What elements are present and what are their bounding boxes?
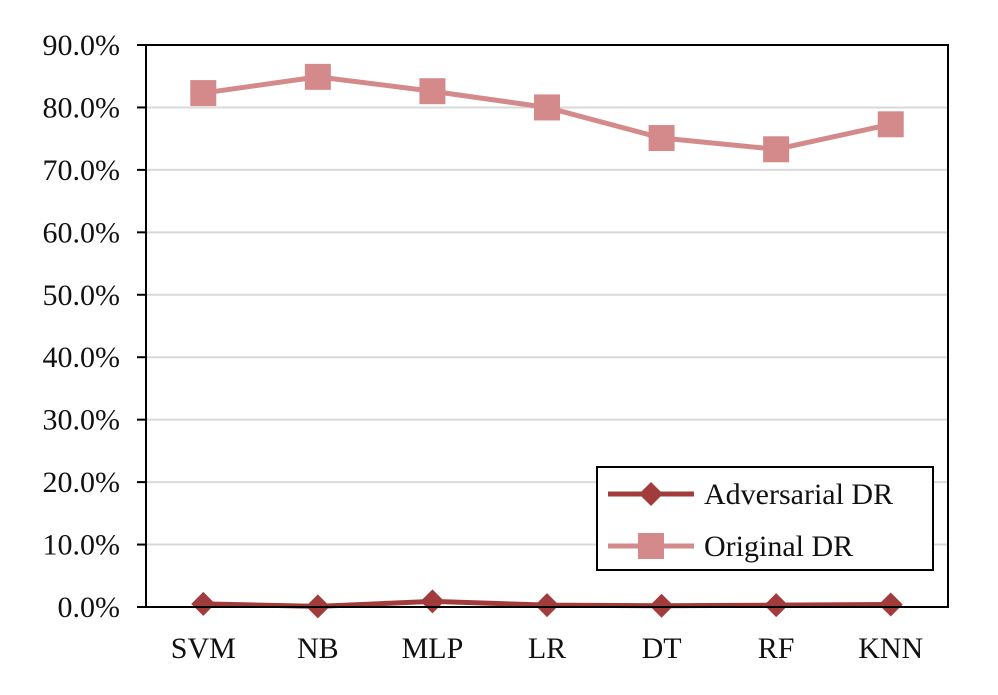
data-point [190,80,217,107]
legend-item: Adversarial DR [608,478,893,511]
data-point [763,136,790,163]
data-point [420,589,445,614]
y-tick-label: 10.0% [43,529,121,562]
series-original-dr [190,63,904,163]
x-tick-label: KNN [858,632,923,665]
x-tick-label: LR [528,632,566,665]
data-point [648,125,675,152]
x-tick-label: DT [642,632,682,665]
data-point [304,63,331,90]
data-point [649,593,674,618]
plot-area-frame [145,44,949,608]
x-tick-label: SVM [171,632,236,665]
y-tick-label: 40.0% [43,341,121,374]
y-tick-label: 30.0% [43,404,121,437]
legend-item: Original DR [608,530,853,563]
legend-label: Adversarial DR [704,478,893,511]
y-tick-label: 70.0% [43,154,121,187]
legend-label: Original DR [704,530,853,563]
data-point [878,592,903,617]
legend-marker [638,533,664,559]
data-point [191,591,216,616]
y-tick-label: 80.0% [43,91,121,124]
data-point [764,593,789,618]
data-point [419,78,446,105]
data-point [535,593,559,618]
y-tick-label: 60.0% [43,216,121,249]
gridlines [146,106,948,546]
y-axis-tick-labels: 0.0% 10.0% 20.0% 30.0% 40.0% 50.0% 60.0% 70.0% 8… [43,29,146,624]
legend-marker [639,482,663,506]
y-tick-label: 90.0% [43,29,121,62]
y-tick-label: 20.0% [43,466,121,499]
series-adversarial-dr [191,589,903,619]
x-tick-label: NB [297,632,339,665]
x-tick-label: RF [758,632,795,665]
legend: Adversarial DR Original DR [596,466,934,571]
data-point [877,111,904,138]
data-point [534,94,560,121]
y-tick-label: 50.0% [43,279,121,312]
y-tick-label: 0.0% [58,591,121,624]
x-axis-tick-labels: SVM NB MLP LR DT RF KNN [171,632,923,665]
x-tick-label: MLP [402,632,464,665]
